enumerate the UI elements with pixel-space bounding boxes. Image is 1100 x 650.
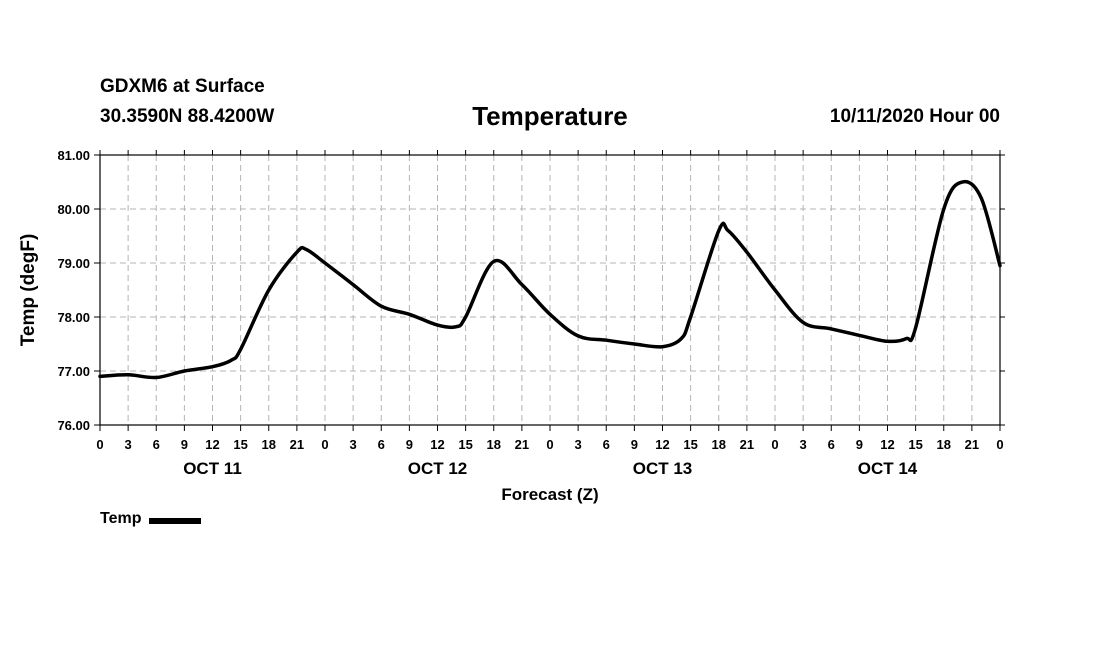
y-axis-label: Temp (degF) [18, 234, 39, 347]
plot-frame [99, 154, 1001, 426]
x-tick-label: 15 [683, 437, 697, 452]
series-layer [98, 179, 1002, 380]
y-tick-label: 76.00 [57, 418, 90, 433]
x-tick-label: 0 [996, 437, 1003, 452]
x-tick-label: 9 [631, 437, 638, 452]
grid [99, 154, 1001, 426]
x-tick-label: 18 [262, 437, 276, 452]
x-tick-label: 9 [406, 437, 413, 452]
x-tick-label: 18 [487, 437, 501, 452]
latlon-label: 30.3590N 88.4200W [100, 106, 275, 127]
x-tick-label: 18 [712, 437, 726, 452]
x-tick-label: 3 [125, 437, 132, 452]
axes: 76.00 77.00 78.00 79.00 80.00 81.00 0 3 6 9 12 15 18… [57, 148, 1005, 478]
x-tick-label: 15 [233, 437, 247, 452]
x-tick-label: 15 [908, 437, 922, 452]
y-tick-label: 79.00 [57, 256, 90, 271]
x-tick-label: 3 [350, 437, 357, 452]
y-tick-label: 77.00 [57, 364, 90, 379]
x-tick-label: 6 [378, 437, 385, 452]
x-tick-label: 12 [880, 437, 894, 452]
x-tick-label: 9 [856, 437, 863, 452]
x-tick-label: 21 [740, 437, 754, 452]
y-tick-label: 78.00 [57, 310, 90, 325]
x-tick-label: 12 [205, 437, 219, 452]
day-label: OCT 13 [633, 459, 693, 478]
x-tick-label: 21 [515, 437, 529, 452]
x-tick-label: 6 [153, 437, 160, 452]
station-label: GDXM6 at Surface [100, 76, 265, 97]
x-tick-label: 3 [800, 437, 807, 452]
x-tick-label: 0 [321, 437, 328, 452]
legend-swatch-temp [149, 517, 202, 524]
x-tick-label: 15 [458, 437, 472, 452]
day-label: OCT 11 [183, 459, 242, 478]
series-line-temp [98, 179, 1002, 380]
x-tick-label: 9 [181, 437, 188, 452]
x-tick-label: 12 [430, 437, 444, 452]
x-tick-label: 12 [655, 437, 669, 452]
chart-title: Temperature [472, 101, 628, 131]
legend: Temp [100, 510, 202, 528]
x-tick-label: 21 [290, 437, 304, 452]
x-tick-label: 0 [96, 437, 103, 452]
forecast-datetime: 10/11/2020 Hour 00 [829, 106, 1000, 127]
x-tick-label: 0 [546, 437, 553, 452]
x-tick-label: 18 [937, 437, 951, 452]
day-label: OCT 14 [858, 459, 918, 478]
x-tick-label: 3 [575, 437, 582, 452]
x-tick-label: 21 [965, 437, 979, 452]
legend-label-temp: Temp [100, 510, 142, 527]
x-tick-label: 0 [771, 437, 778, 452]
y-tick-label: 80.00 [57, 202, 90, 217]
x-tick-label: 6 [603, 437, 610, 452]
day-label: OCT 12 [408, 459, 468, 478]
x-axis-label: Forecast (Z) [501, 485, 598, 504]
y-tick-label: 81.00 [57, 148, 90, 163]
x-tick-label: 6 [828, 437, 835, 452]
